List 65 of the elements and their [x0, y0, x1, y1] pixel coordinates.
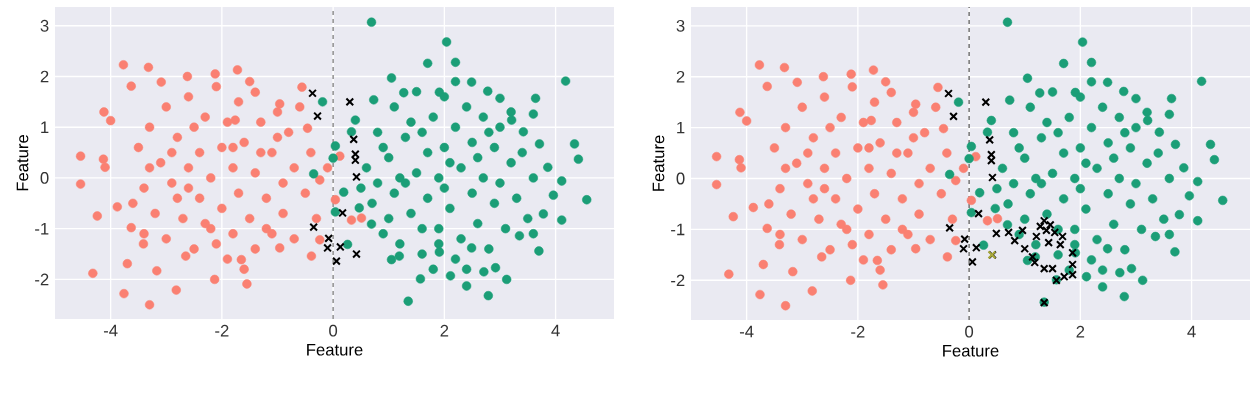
x-tick-label: 4 — [551, 324, 560, 337]
point — [945, 223, 955, 233]
point — [309, 222, 319, 232]
y-tick-label: -2 — [671, 274, 685, 287]
point — [350, 149, 360, 159]
point — [338, 208, 347, 218]
point — [335, 242, 345, 252]
point — [352, 172, 361, 182]
point — [1058, 232, 1067, 241]
point — [345, 97, 355, 107]
point — [1032, 232, 1041, 241]
point — [960, 234, 970, 244]
y-tick-label: 3 — [676, 19, 685, 32]
point — [1055, 240, 1065, 250]
y-axis-title: Feature — [652, 135, 665, 191]
point — [1010, 236, 1020, 245]
y-tick-label: -2 — [35, 273, 49, 286]
y-tick-label: 2 — [676, 70, 685, 83]
x-tick-label: -2 — [215, 324, 229, 337]
point — [308, 88, 317, 98]
point — [352, 249, 361, 259]
point — [974, 209, 983, 219]
y-tick-label: 0 — [676, 172, 685, 185]
point — [949, 112, 958, 121]
point — [350, 155, 360, 165]
point — [988, 173, 997, 182]
x-tick-label: 4 — [1187, 325, 1196, 338]
y-tick-label: 3 — [40, 19, 49, 32]
point — [324, 233, 334, 243]
point — [991, 229, 1001, 238]
x-tick-label: -4 — [103, 324, 118, 337]
point — [313, 111, 322, 121]
y-tick-label: 2 — [40, 70, 49, 83]
point — [1018, 226, 1027, 235]
y-tick-label: 1 — [41, 121, 49, 133]
point — [349, 135, 359, 144]
x-tick-label: 2 — [1076, 325, 1085, 338]
point — [1044, 238, 1054, 248]
x-axis-title: Feature — [307, 343, 363, 356]
y-tick-label: -1 — [671, 223, 685, 236]
point — [959, 244, 968, 254]
point — [1039, 216, 1049, 226]
x-axis-title: Feature — [943, 344, 999, 357]
point — [1068, 260, 1077, 269]
x-tick-label: -2 — [851, 325, 865, 338]
point — [1004, 228, 1013, 237]
point — [1030, 258, 1040, 267]
x-tick-label: 2 — [440, 324, 449, 337]
point — [971, 243, 981, 253]
point — [985, 135, 995, 145]
y-axis-title: Feature — [16, 135, 29, 191]
point — [1020, 244, 1030, 254]
point — [332, 256, 341, 266]
x-tick-label: 0 — [965, 325, 974, 338]
point — [986, 156, 996, 166]
x-tick-label: 0 — [329, 324, 338, 337]
point — [323, 243, 332, 253]
point — [968, 257, 977, 267]
point — [986, 150, 996, 159]
x-tick-label: -4 — [739, 325, 754, 338]
point — [981, 97, 991, 107]
y-tick-label: -1 — [35, 222, 49, 235]
point — [944, 89, 953, 98]
y-tick-label: 0 — [40, 172, 49, 184]
y-tick-label: 1 — [677, 121, 685, 134]
